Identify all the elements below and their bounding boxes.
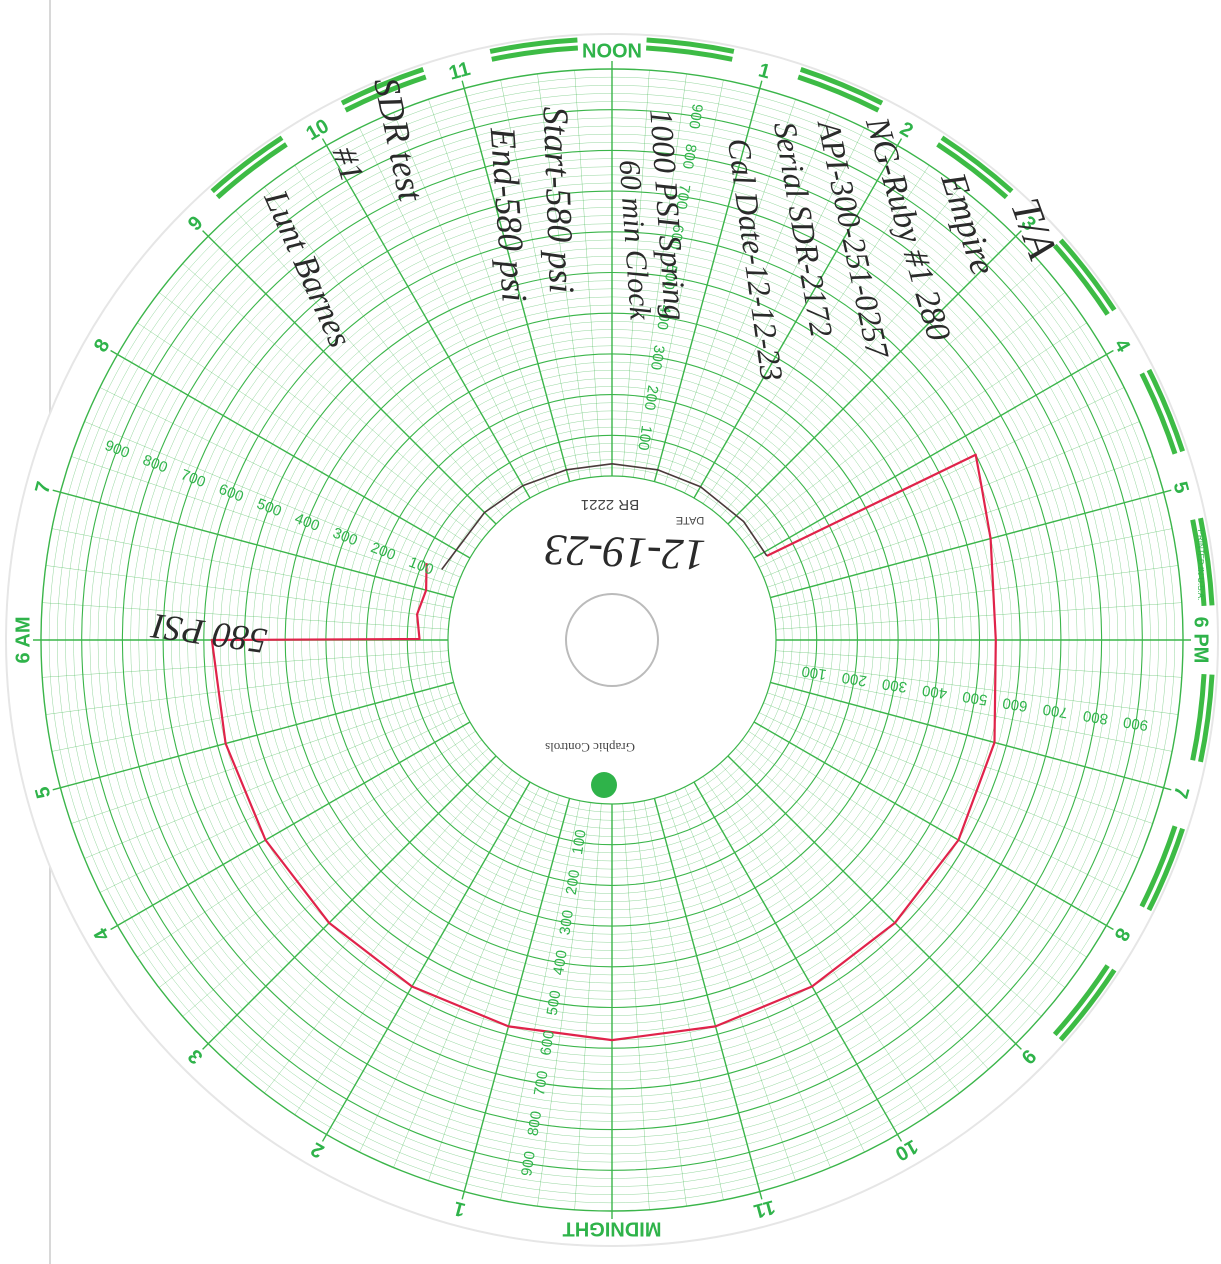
hour-line bbox=[770, 489, 1172, 599]
y-tick-label: 300 bbox=[881, 675, 908, 696]
brand: Graphic Controls bbox=[545, 740, 635, 755]
y-tick-label: 500 bbox=[961, 688, 988, 709]
traces bbox=[210, 453, 997, 1042]
y-tick-label: 200 bbox=[641, 384, 662, 411]
y-tick-label: 900 bbox=[518, 1150, 539, 1177]
night-bar bbox=[1052, 243, 1110, 316]
x-tick-label: 7 bbox=[1169, 784, 1193, 800]
night-bar bbox=[1058, 968, 1117, 1042]
hour-line bbox=[461, 80, 571, 482]
hour-line bbox=[653, 80, 763, 482]
night-bar bbox=[1190, 673, 1207, 761]
y-tick-label: 100 bbox=[569, 828, 590, 855]
hour-line bbox=[110, 349, 471, 559]
y-tick-label: 100 bbox=[800, 662, 827, 683]
hour-line bbox=[693, 781, 903, 1142]
brand-logo bbox=[591, 772, 617, 798]
night-bar bbox=[1198, 674, 1215, 763]
night-bar bbox=[936, 142, 1009, 200]
night-bar bbox=[215, 142, 288, 200]
date-label: DATE bbox=[676, 514, 705, 526]
night-bar bbox=[940, 135, 1014, 194]
night-bar bbox=[646, 37, 735, 54]
y-tick-label: 800 bbox=[679, 143, 700, 170]
night-bar bbox=[491, 45, 579, 62]
chart-number: BR 2221 bbox=[581, 496, 639, 513]
x-tick-label: 7 bbox=[31, 479, 55, 495]
pen-trace bbox=[210, 453, 997, 1042]
y-tick-label: 900 bbox=[685, 103, 706, 130]
night-bar bbox=[797, 74, 880, 113]
hour-line bbox=[770, 681, 1172, 791]
hour-line bbox=[461, 798, 571, 1200]
night-bar bbox=[1198, 517, 1215, 606]
y-tick-label: 600 bbox=[666, 223, 687, 250]
night-bar bbox=[210, 135, 284, 194]
night-bar bbox=[1146, 827, 1185, 912]
night-bar bbox=[1052, 964, 1110, 1037]
hour-line bbox=[753, 721, 1114, 931]
x-tick-label: NOON bbox=[582, 40, 642, 62]
night-bar bbox=[1190, 519, 1207, 607]
hour-line bbox=[321, 781, 531, 1142]
night-bar bbox=[344, 74, 427, 113]
pen-trace bbox=[441, 463, 768, 570]
y-tick-label: 700 bbox=[672, 183, 693, 210]
y-tick-label: 600 bbox=[537, 1029, 558, 1056]
y-tick-label: 900 bbox=[1122, 713, 1149, 734]
center-hole bbox=[565, 593, 659, 687]
y-tick-label: 400 bbox=[550, 949, 571, 976]
y-tick-label: 400 bbox=[653, 304, 674, 331]
x-tick-label: 5 bbox=[31, 784, 55, 800]
y-tick-label: 200 bbox=[841, 669, 868, 690]
hour-line bbox=[727, 230, 1022, 525]
y-tick-label: 300 bbox=[647, 344, 668, 371]
y-tick-label: 800 bbox=[1082, 707, 1109, 728]
y-tick-label: 600 bbox=[1001, 694, 1028, 715]
night-bar bbox=[1146, 368, 1185, 453]
y-tick-label: 200 bbox=[563, 869, 584, 896]
hour-line bbox=[202, 755, 497, 1050]
hour-line bbox=[693, 138, 903, 499]
x-tick-label: 1 bbox=[756, 59, 772, 83]
x-tick-label: 6 AM bbox=[12, 616, 34, 663]
hour-line bbox=[727, 755, 1022, 1050]
y-tick-label: 800 bbox=[525, 1110, 546, 1137]
x-tick-label: 6 PM bbox=[1190, 617, 1212, 664]
y-tick-label: 300 bbox=[556, 909, 577, 936]
hour-line bbox=[753, 349, 1114, 559]
hour-line bbox=[321, 138, 531, 499]
y-tick-label: 500 bbox=[660, 263, 681, 290]
hour-line bbox=[653, 798, 763, 1200]
hour-line bbox=[52, 489, 454, 599]
handwritten-date: 12-19-23 bbox=[543, 525, 706, 580]
night-bar bbox=[645, 45, 733, 62]
y-tick-label: 700 bbox=[1042, 700, 1069, 721]
x-tick-label: 5 bbox=[1169, 479, 1193, 495]
night-bar bbox=[1058, 238, 1117, 312]
night-bar bbox=[489, 37, 578, 54]
night-bar bbox=[1139, 372, 1178, 455]
y-tick-label: 400 bbox=[921, 681, 948, 702]
hour-line bbox=[52, 681, 454, 791]
handwritten-note: Start-580 psi bbox=[535, 106, 582, 294]
x-tick-label: 1 bbox=[451, 1197, 467, 1221]
imprint: PRINTED IN U.S.A. bbox=[1196, 530, 1205, 601]
x-tick-label: MIDNIGHT bbox=[563, 1218, 662, 1240]
night-bar bbox=[1139, 825, 1178, 908]
y-tick-label: 500 bbox=[544, 989, 565, 1016]
night-bar bbox=[340, 67, 425, 106]
night-bar bbox=[799, 67, 884, 106]
y-tick-label: 700 bbox=[531, 1070, 552, 1097]
y-tick-label: 100 bbox=[634, 424, 655, 451]
hour-line bbox=[110, 721, 471, 931]
hour-line bbox=[202, 230, 497, 525]
